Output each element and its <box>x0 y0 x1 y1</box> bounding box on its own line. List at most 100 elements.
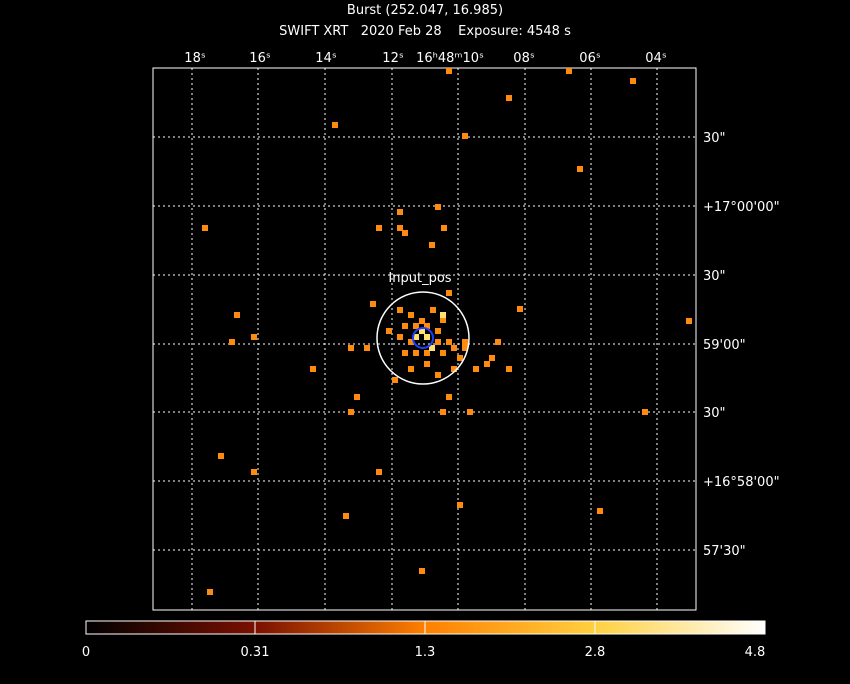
event-pixel <box>642 409 648 415</box>
event-pixel <box>430 307 436 313</box>
event-pixel <box>348 345 354 351</box>
ra-label: 04ˢ <box>645 51 667 66</box>
event-pixel <box>202 225 208 231</box>
event-pixel <box>517 306 523 312</box>
dec-label: 30" <box>703 131 726 146</box>
event-pixel <box>495 339 501 345</box>
event-pixel <box>251 334 257 340</box>
colorbar-label: 1.3 <box>415 645 436 660</box>
source-region <box>376 291 470 385</box>
event-pixel <box>484 361 490 367</box>
coordinate-grid <box>153 68 696 610</box>
event-pixel <box>630 78 636 84</box>
event-pixel <box>310 366 316 372</box>
event-pixel <box>386 328 392 334</box>
event-pixel <box>467 409 473 415</box>
event-pixel <box>408 366 414 372</box>
event-pixel <box>424 334 430 340</box>
event-pixel <box>424 361 430 367</box>
event-pixel <box>397 307 403 313</box>
event-pixel <box>397 334 403 340</box>
event-pixel <box>402 230 408 236</box>
event-pixel <box>397 209 403 215</box>
ra-label: 16ˢ <box>249 51 271 66</box>
event-pixel <box>440 350 446 356</box>
position-marker <box>412 327 434 349</box>
dec-label: 30" <box>703 406 726 421</box>
event-pixel <box>424 323 430 329</box>
dec-label: 30" <box>703 269 726 284</box>
event-pixel <box>234 312 240 318</box>
colorbar-label: 4.8 <box>745 645 766 660</box>
title: Burst (252.047, 16.985) <box>347 3 503 18</box>
event-pixel <box>462 339 468 345</box>
event-pixel <box>413 350 419 356</box>
event-pixel <box>462 133 468 139</box>
event-pixel <box>597 508 603 514</box>
event-pixel <box>343 513 349 519</box>
event-pixel <box>424 350 430 356</box>
ra-label: 12ˢ <box>382 51 404 66</box>
event-pixel <box>370 301 376 307</box>
event-pixel <box>229 339 235 345</box>
event-pixel <box>446 394 452 400</box>
event-pixel <box>440 317 446 323</box>
event-pixel <box>506 366 512 372</box>
event-pixel <box>397 225 403 231</box>
event-pixel <box>251 469 257 475</box>
event-pixel <box>506 95 512 101</box>
event-pixel <box>441 225 447 231</box>
ra-label: 16ʰ48ᵐ10ˢ <box>416 51 484 66</box>
source-label: Input_pos <box>388 271 451 286</box>
image-frame <box>152 67 697 611</box>
ra-label: 18ˢ <box>184 51 206 66</box>
event-pixel <box>577 166 583 172</box>
event-pixel <box>440 312 446 318</box>
event-pixel <box>419 328 425 334</box>
event-pixel <box>440 409 446 415</box>
event-pixel <box>332 122 338 128</box>
subtitle: SWIFT XRT 2020 Feb 28 Exposure: 4548 s <box>279 24 571 39</box>
ra-label: 14ˢ <box>315 51 337 66</box>
event-pixel <box>402 323 408 329</box>
event-pixel <box>446 68 452 74</box>
event-pixel <box>402 350 408 356</box>
event-pixel <box>686 318 692 324</box>
event-pixel <box>376 225 382 231</box>
event-pixel <box>566 68 572 74</box>
dec-label: 59'00" <box>703 338 746 353</box>
event-pixel <box>457 502 463 508</box>
dec-label: 57'30" <box>703 544 746 559</box>
colorbar-label: 0 <box>82 645 90 660</box>
event-pixel <box>348 409 354 415</box>
event-pixel <box>364 345 370 351</box>
colorbar-label: 2.8 <box>585 645 606 660</box>
event-pixel <box>435 372 441 378</box>
event-pixel <box>435 339 441 345</box>
event-pixel <box>429 345 435 351</box>
ra-label: 06ˢ <box>579 51 601 66</box>
event-pixel <box>462 345 468 351</box>
event-pixel <box>413 323 419 329</box>
photon-events <box>202 68 692 595</box>
event-pixel <box>218 453 224 459</box>
event-pixel <box>207 589 213 595</box>
dec-label: +16°58'00" <box>703 475 780 490</box>
event-pixel <box>419 318 425 324</box>
event-pixel <box>429 242 435 248</box>
event-pixel <box>392 377 398 383</box>
colorbar-label: 0.31 <box>241 645 270 660</box>
event-pixel <box>457 355 463 361</box>
event-pixel <box>489 355 495 361</box>
dec-label: +17°00'00" <box>703 200 780 215</box>
event-pixel <box>446 339 452 345</box>
event-pixel <box>451 366 457 372</box>
event-pixel <box>451 345 457 351</box>
event-pixel <box>376 469 382 475</box>
event-pixel <box>446 290 452 296</box>
event-pixel <box>413 334 419 340</box>
event-pixel <box>473 366 479 372</box>
event-pixel <box>354 394 360 400</box>
ra-label: 08ˢ <box>513 51 535 66</box>
